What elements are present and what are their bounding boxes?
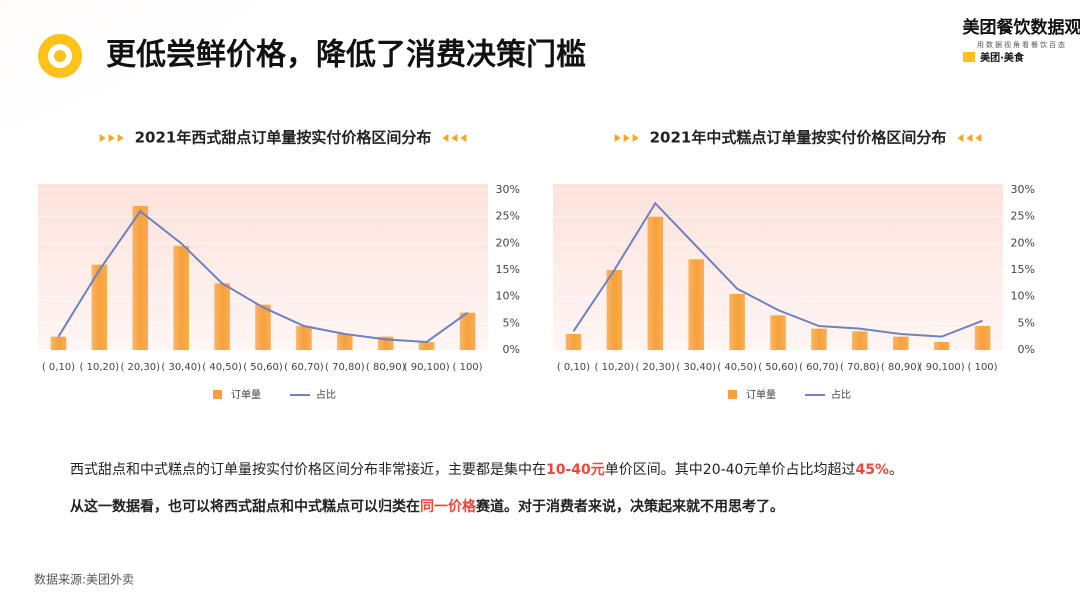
x-tick-label: ( 20,30) [635,362,675,373]
y-tick-label: 10% [1011,290,1035,303]
title-arrow [99,134,106,142]
x-tick-label: ( 80,90) [881,362,921,373]
line [572,201,983,338]
bar [770,315,786,350]
title-arrow [957,134,964,142]
legend-label: 占比 [316,388,336,401]
body-text: 。 [889,462,903,478]
bar [852,331,868,350]
chart-title: 2021年西式甜点订单量按实付价格区间分布 [135,129,432,147]
x-tick-label: ( 50,60) [243,362,283,373]
x-tick-label: ( 90,100) [919,362,965,373]
brand: 美团餐饮数据观 [963,17,1080,38]
bar [173,246,189,350]
bar [647,216,664,350]
chart-title: 2021年中式糕点订单量按实付价格区间分布 [650,129,947,147]
y-tick-label: 25% [1011,210,1035,223]
legend-label: 订单量 [746,389,776,401]
title-arrow [117,134,124,142]
x-tick-label: ( 40,50) [717,362,757,373]
x-tick-label: ( 0,10) [42,362,75,373]
page-title: 更低尝鲜价格，降低了消费决策门槛 [106,38,586,73]
body-text: 赛道。对于消费者来说，决策起来就不用思考了。 [475,498,784,515]
legend-swatch [728,390,737,399]
x-tick-label: ( 100) [453,362,483,373]
bar [418,342,435,350]
y-tick-label: 20% [1011,236,1035,249]
title-arrow [975,134,982,142]
body-text: 从这一数据看，也可以将西式甜点和中式糕点可以归类在 [70,498,420,515]
x-tick-label: ( 80,90) [366,362,406,373]
title-arrow [460,134,467,142]
x-tick-label: ( 30,40) [676,362,716,373]
body-line-1: 西式甜点和中式糕点的订单量按实付价格区间分布非常接近，主要都是集中在10-40元… [70,461,903,478]
legend-swatch [213,390,222,399]
title-arrow [623,134,630,142]
title-arrow [451,134,458,142]
bar [459,312,476,350]
body-highlight: 同一价格 [420,498,477,515]
y-tick-label: 15% [496,263,520,276]
body-highlight: 10-40元 [546,462,605,478]
brand-tagline: 用数据视角看餐饮百态 [977,40,1067,49]
bar [606,270,623,350]
y-tick-label: 30% [496,183,520,196]
bar [132,206,149,350]
line [57,209,469,344]
x-tick-label: ( 20,30) [120,362,160,373]
y-tick-label: 5% [1018,316,1035,329]
body-highlight: 45% [855,462,889,478]
y-tick-label: 20% [496,236,520,249]
bar [933,342,950,350]
bar [214,283,230,350]
y-tick-label: 0% [1018,343,1035,356]
x-tick-label: ( 0,10) [557,362,590,373]
legend-label: 订单量 [231,389,261,401]
body-text: 西式甜点和中式糕点的订单量按实付价格区间分布非常接近，主要都是集中在 [70,461,546,478]
bar [50,336,67,350]
brand-logo: 美团·美食 [980,51,1025,64]
y-tick-label: 30% [1011,183,1035,196]
y-tick-label: 10% [496,290,520,303]
source: 数据来源:美团外卖 [34,572,134,587]
bar [811,328,827,350]
x-tick-label: ( 40,50) [202,362,242,373]
x-tick-label: ( 70,80) [325,362,365,373]
x-tick-label: ( 10,20) [595,362,635,373]
x-tick-label: ( 60,70) [284,362,324,373]
body-text: 单价区间。其中20-40元单价占比均超过 [605,462,856,478]
title-arrow [442,134,449,142]
x-tick-label: ( 100) [968,362,998,373]
bar [565,334,582,350]
bar [974,326,991,350]
title-icon [38,34,82,78]
bar [729,294,745,350]
body-line-2: 从这一数据看，也可以将西式甜点和中式糕点可以归类在同一价格赛道。对于消费者来说，… [70,498,784,515]
x-tick-label: ( 70,80) [840,362,880,373]
bar [296,326,312,350]
title-arrow [108,134,115,142]
x-tick-label: ( 10,20) [80,362,120,373]
title-arrow [614,134,621,142]
x-tick-label: ( 50,60) [758,362,798,373]
x-tick-label: ( 30,40) [161,362,201,373]
bar [91,264,108,350]
bar [688,259,704,350]
y-tick-label: 15% [1011,263,1035,276]
y-tick-label: 0% [503,343,520,356]
title-arrow [632,134,639,142]
bar [255,304,271,350]
x-tick-label: ( 90,100) [404,362,450,373]
bar [892,336,909,350]
y-tick-label: 5% [503,316,520,329]
x-tick-label: ( 60,70) [799,362,839,373]
y-tick-label: 25% [496,210,520,223]
legend-label: 占比 [831,388,851,401]
brand-badge [963,52,975,62]
title-arrow [966,134,973,142]
bar [337,334,353,350]
